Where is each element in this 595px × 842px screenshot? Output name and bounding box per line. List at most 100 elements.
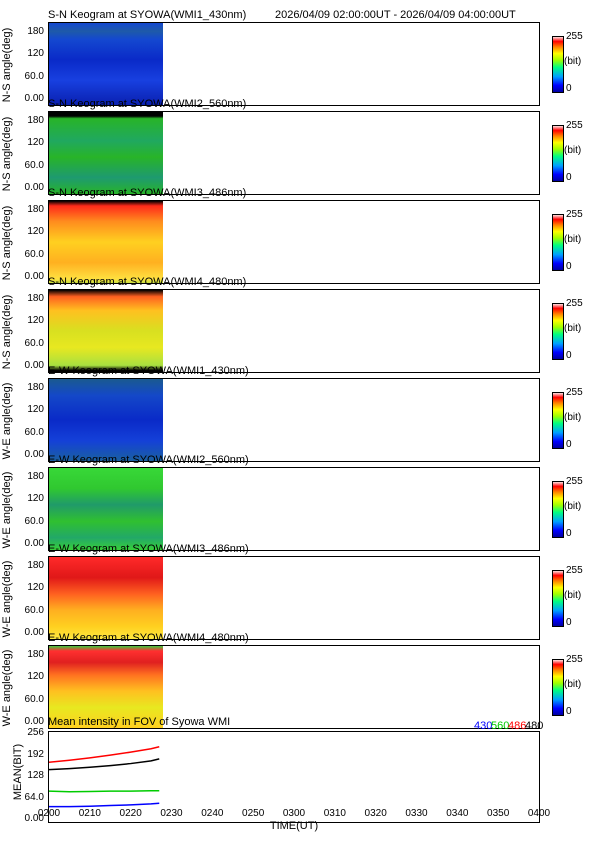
colorbar-min: 0 [566,439,572,450]
keogram-panel: S-N Keogram at SYOWA(WMI3_486nm) N-S ang… [0,187,595,284]
keogram-frame [48,556,540,640]
colorbar-unit: (bit) [564,323,582,334]
colorbar-unit: (bit) [564,501,582,512]
colorbar-max: 255 [566,565,583,576]
colorbar [552,36,564,93]
mean-ytick-label: 192 [27,748,44,760]
keogram-image [49,379,163,461]
panel-title: E-W Keogram at SYOWA(WMI3_486nm) [48,543,249,555]
ytick-label: 180 [27,293,44,304]
ytick-label: 180 [27,471,44,482]
xtick-label: 0250 [242,808,265,819]
colorbar-max: 255 [566,298,583,309]
keogram-frame [48,378,540,462]
colorbar [552,303,564,360]
ytick-label: 0.00 [24,271,44,282]
ytick-label: 120 [27,493,44,504]
xtick-label: 0240 [201,808,224,819]
ytick-label: 120 [27,315,44,326]
keogram-image [49,23,163,105]
colorbar-max: 255 [566,387,583,398]
ytick-label: 120 [27,226,44,237]
keogram-frame [48,289,540,373]
ytick-label: 60.0 [24,516,44,527]
keogram-panel: E-W Keogram at SYOWA(WMI1_430nm) W-E ang… [0,365,595,462]
legend-entry-560: 560 [491,720,510,732]
colorbar-unit: (bit) [564,590,582,601]
ytick-label: 0.00 [24,360,44,371]
keogram-image [49,201,163,283]
colorbar [552,659,564,716]
keogram-image [49,646,163,728]
keogram-panel: S-N Keogram at SYOWA(WMI2_560nm) N-S ang… [0,98,595,195]
mean-intensity-panel: Mean intensity in FOV of Syowa WMI [0,716,595,842]
keogram-panel: S-N Keogram at SYOWA(WMI4_480nm) N-S ang… [0,276,595,373]
mean-chart-frame [48,731,540,823]
ytick-label: 0.00 [24,627,44,638]
colorbar-max: 255 [566,31,583,42]
xtick-label: 0200 [37,808,61,819]
keogram-frame [48,111,540,195]
xtick-label: 0300 [282,808,306,819]
colorbar-min: 0 [566,528,572,539]
mean-ytick-label: 64.0 [24,791,44,803]
panel-title: S-N Keogram at SYOWA(WMI2_560nm) [48,98,247,110]
xtick-label: 0350 [487,808,510,819]
keogram-panel: S-N Keogram at SYOWA(WMI1_430nm) N-S ang… [0,9,595,106]
panel-title: E-W Keogram at SYOWA(WMI4_480nm) [48,632,249,644]
ytick-label: 120 [27,404,44,415]
keogram-panel: E-W Keogram at SYOWA(WMI3_486nm) W-E ang… [0,543,595,640]
mean-ytick-label: 128 [27,770,44,781]
xtick-label: 0400 [527,808,551,819]
colorbar-unit: (bit) [564,679,582,690]
legend-entry-430: 430 [474,720,493,732]
xtick-label: 0220 [119,808,142,819]
ytick-label: 180 [27,382,44,393]
ytick-label: 180 [27,26,44,37]
ytick-label: 0.00 [24,538,44,549]
ytick-label: 120 [27,671,44,682]
x-axis-label: TIME(UT) [269,820,319,832]
ytick-label: 60.0 [24,160,44,171]
panel-title: E-W Keogram at SYOWA(WMI2_560nm) [48,454,249,466]
series-line-560 [49,790,160,793]
colorbar-unit: (bit) [564,56,582,67]
xtick-label: 0310 [323,808,346,819]
ytick-label: 60.0 [24,338,44,349]
keogram-image [49,468,163,550]
colorbar-max: 255 [566,209,583,220]
series-line-430 [49,802,160,808]
xtick-label: 0320 [364,808,387,819]
ytick-label: 0.00 [24,716,44,727]
ytick-label: 180 [27,560,44,571]
legend-entry-480: 480 [525,720,544,732]
keogram-panel: E-W Keogram at SYOWA(WMI4_480nm) W-E ang… [0,632,595,729]
ytick-label: 60.0 [24,694,44,705]
keogram-panel: E-W Keogram at SYOWA(WMI2_560nm) W-E ang… [0,454,595,551]
ytick-label: 180 [27,115,44,126]
ytick-label: 0.00 [24,182,44,193]
ytick-label: 60.0 [24,249,44,260]
ytick-label: 60.0 [24,605,44,616]
keogram-image [49,557,163,639]
xtick-label: 0230 [160,808,183,819]
series-line-486 [49,746,160,763]
keogram-image [49,290,163,372]
mean-panel-title: Mean intensity in FOV of Syowa WMI [48,716,231,728]
ytick-label: 120 [27,48,44,59]
mean-ytick-label: 256 [27,727,44,738]
colorbar [552,570,564,627]
mean-ytick-label: 0.00 [24,813,44,824]
mean-chart [49,746,160,808]
ytick-label: 180 [27,649,44,660]
colorbar-max: 255 [566,654,583,665]
colorbar [552,481,564,538]
panel-title: S-N Keogram at SYOWA(WMI1_430nm) [48,9,247,21]
keogram-image [49,112,163,194]
colorbar-unit: (bit) [564,234,582,245]
xtick-label: 0210 [78,808,101,819]
legend-entry-486: 486 [508,720,527,732]
ytick-label: 60.0 [24,427,44,438]
colorbar-max: 255 [566,120,583,131]
panel-title: E-W Keogram at SYOWA(WMI1_430nm) [48,365,249,377]
